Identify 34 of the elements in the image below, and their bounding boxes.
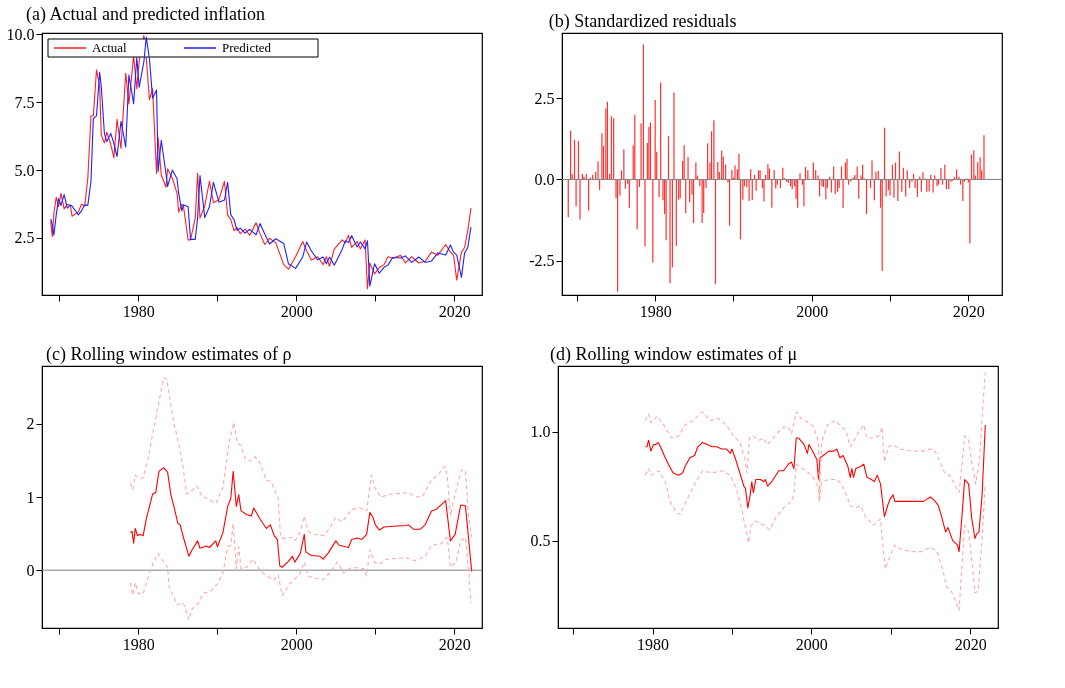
x-tick-label: 1980: [639, 302, 672, 320]
y-tick-label: 2.5: [534, 89, 555, 107]
x-tick-label: 2000: [795, 635, 828, 653]
line-series: [129, 377, 473, 541]
chart-title: (d) Rolling window estimates of μ: [550, 344, 798, 365]
x-tick-label: 2020: [952, 302, 985, 320]
y-tick-label: -2.5: [529, 252, 555, 270]
x-tick-label: 2020: [954, 635, 987, 653]
x-tick-label: 2000: [280, 302, 313, 320]
y-tick-label: 1.0: [530, 423, 551, 440]
y-tick-label: 0.5: [530, 532, 551, 550]
legend-label: Actual: [92, 40, 128, 55]
x-tick-label: 1980: [122, 302, 155, 320]
x-tick-label: 2000: [280, 635, 313, 653]
chart-title: (c) Rolling window estimates of ρ: [46, 344, 292, 365]
chart-title: (b) Standardized residuals: [548, 11, 737, 32]
line-series: [644, 424, 986, 553]
x-tick-label: 1980: [122, 635, 155, 653]
line-series: [129, 467, 473, 573]
y-tick-label: 10.0: [6, 25, 35, 43]
y-tick-label: 0: [26, 561, 35, 579]
y-tick-label: 2.5: [14, 229, 35, 247]
y-tick-label: 1: [26, 488, 35, 506]
line-series: [129, 522, 472, 621]
x-tick-label: 2000: [796, 302, 829, 320]
x-tick-label: 2020: [438, 635, 471, 653]
y-tick-label: 0.0: [534, 170, 555, 188]
y-tick-label: 7.5: [14, 93, 35, 111]
legend-label: Predicted: [222, 40, 272, 55]
chart-title: (a) Actual and predicted inflation: [26, 4, 265, 26]
x-tick-label: 2020: [438, 302, 471, 320]
y-tick-label: 5.0: [14, 161, 35, 179]
x-tick-label: 1980: [637, 635, 670, 653]
y-tick-label: 2: [26, 415, 35, 433]
